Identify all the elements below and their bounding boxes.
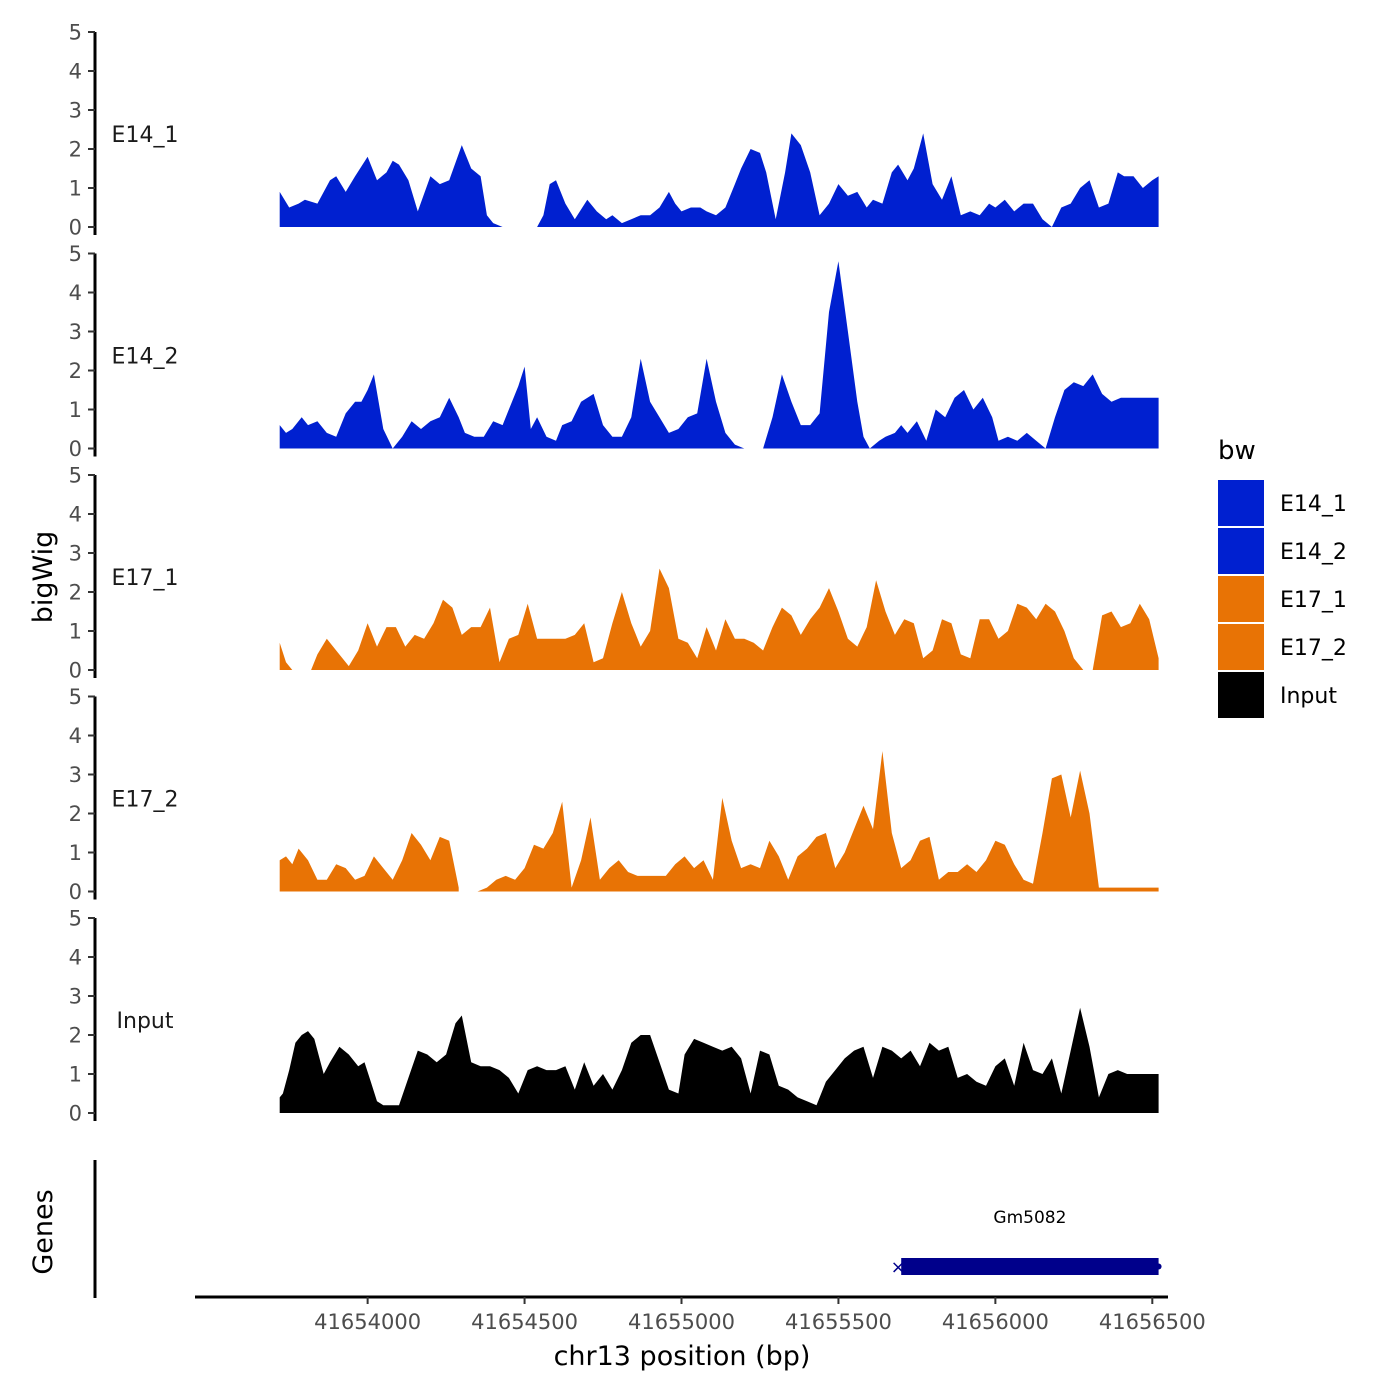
y-tick-label: 3 bbox=[69, 763, 82, 787]
y-tick-label: 3 bbox=[69, 320, 82, 344]
y-tick-label: 4 bbox=[69, 724, 82, 748]
y-tick-label: 1 bbox=[69, 1063, 82, 1087]
y-tick-label: 4 bbox=[69, 946, 82, 970]
gene-gm5082: × Gm5082 bbox=[891, 1208, 1162, 1278]
x-tick-label: 41656000 bbox=[942, 1310, 1049, 1334]
legend-item-e17-1: E17_1 bbox=[1218, 576, 1347, 622]
y-tick-label: 2 bbox=[69, 581, 82, 605]
legend-label: Input bbox=[1280, 684, 1337, 709]
legend-title: bw bbox=[1218, 436, 1256, 466]
y-tick-label: 4 bbox=[69, 60, 82, 84]
y-tick-label: 0 bbox=[69, 216, 82, 240]
legend-label: E17_1 bbox=[1280, 588, 1347, 613]
y-tick-label: 5 bbox=[69, 21, 82, 45]
y-tick-label: 4 bbox=[69, 281, 82, 305]
legend-item-input: Input bbox=[1218, 672, 1337, 718]
y-tick-label: 0 bbox=[69, 880, 82, 904]
gene-strand-marker: × bbox=[891, 1257, 906, 1278]
y-tick-label: 1 bbox=[69, 841, 82, 865]
gene-label: Gm5082 bbox=[993, 1208, 1066, 1228]
signal-area-e17-2 bbox=[279, 751, 1159, 892]
y-tick-label: 0 bbox=[69, 1102, 82, 1126]
track-label: E17_1 bbox=[112, 566, 179, 591]
track-e17-2: 0 1 2 3 4 5 E17_2 bbox=[69, 685, 1159, 904]
y-tick-label: 5 bbox=[69, 242, 82, 266]
legend-label: E14_1 bbox=[1280, 492, 1347, 517]
signal-area-input bbox=[279, 1007, 1159, 1113]
y-tick-label: 2 bbox=[69, 1024, 82, 1048]
x-tick-label: 41655500 bbox=[785, 1310, 892, 1334]
legend-item-e17-2: E17_2 bbox=[1218, 624, 1347, 670]
gene-end-marker bbox=[1155, 1263, 1162, 1270]
x-axis-title: chr13 position (bp) bbox=[554, 1341, 811, 1372]
legend-swatch bbox=[1218, 528, 1264, 574]
legend-swatch bbox=[1218, 480, 1264, 526]
track-e17-1: 0 1 2 3 4 5 E17_1 bbox=[69, 464, 1159, 683]
y-tick-label: 5 bbox=[69, 464, 82, 488]
y-tick-label: 1 bbox=[69, 398, 82, 422]
y-tick-label: 2 bbox=[69, 802, 82, 826]
track-e14-1: 0 1 2 3 4 5 E14_1 bbox=[69, 21, 1159, 240]
y-tick-label: 5 bbox=[69, 907, 82, 931]
track-input: 0 1 2 3 4 5 Input bbox=[69, 907, 1159, 1126]
signal-area-e17-1 bbox=[279, 568, 1159, 670]
track-label: E14_2 bbox=[112, 345, 179, 370]
x-tick-label: 41656500 bbox=[1099, 1310, 1206, 1334]
y-tick-label: 2 bbox=[69, 138, 82, 162]
y-tick-label: 3 bbox=[69, 99, 82, 123]
x-tick-label: 41655000 bbox=[628, 1310, 735, 1334]
track-label: Input bbox=[117, 1009, 174, 1034]
legend-label: E14_2 bbox=[1280, 540, 1347, 565]
track-e14-2: 0 1 2 3 4 5 E14_2 bbox=[69, 242, 1159, 461]
genes-layer: × Gm5082 bbox=[93, 1160, 1162, 1298]
genes-axis-title: Genes bbox=[28, 1189, 59, 1274]
x-axis: 41654000 41654500 41655000 41655500 41656000… bbox=[195, 1295, 1206, 1334]
y-tick-label: 1 bbox=[69, 177, 82, 201]
legend-label: E17_2 bbox=[1280, 636, 1347, 661]
y-tick-label: 0 bbox=[69, 659, 82, 683]
signal-area-e14-2 bbox=[279, 261, 1159, 449]
legend-item-e14-1: E14_1 bbox=[1218, 480, 1347, 526]
y-tick-label: 0 bbox=[69, 437, 82, 461]
legend-item-e14-2: E14_2 bbox=[1218, 528, 1347, 574]
y-tick-label: 4 bbox=[69, 503, 82, 527]
track-label: E14_1 bbox=[112, 123, 179, 148]
y-tick-label: 3 bbox=[69, 542, 82, 566]
signal-area-e14-1 bbox=[279, 133, 1159, 227]
x-tick-label: 41654500 bbox=[471, 1310, 578, 1334]
legend-swatch bbox=[1218, 576, 1264, 622]
y-tick-label: 3 bbox=[69, 985, 82, 1009]
gene-body bbox=[901, 1258, 1159, 1275]
tracks-layer: 0 1 2 3 4 5 E14_1 0 1 2 3 4 5 E14_2 0 1 2 3 4 5 E17_1 0 1 2 3 4 5 E… bbox=[69, 21, 1159, 1126]
y-axis-title: bigWig bbox=[28, 531, 59, 624]
y-tick-label: 1 bbox=[69, 620, 82, 644]
legend-swatch bbox=[1218, 624, 1264, 670]
y-tick-label: 5 bbox=[69, 685, 82, 709]
legend-swatch bbox=[1218, 672, 1264, 718]
track-label: E17_2 bbox=[112, 788, 179, 813]
y-tick-label: 2 bbox=[69, 359, 82, 383]
x-tick-label: 41654000 bbox=[314, 1310, 421, 1334]
legend: bw E14_1 E14_2 E17_1 E17_2 Input bbox=[1218, 436, 1347, 718]
